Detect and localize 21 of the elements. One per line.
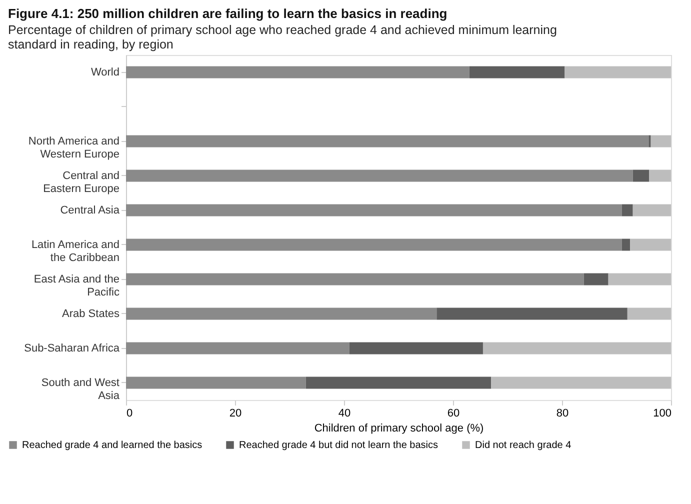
- x-tick-label: 80: [556, 408, 569, 420]
- y-tick-label: North America and Western Europe: [28, 135, 120, 160]
- x-axis-title: Children of primary school age (%): [314, 422, 484, 434]
- x-tick-label: 0: [126, 408, 133, 420]
- legend-label: Reached grade 4 but did not learn the basics: [239, 440, 438, 451]
- y-tick-label: Central Asia: [60, 204, 120, 216]
- y-tick-label: Latin America and the Caribbean: [31, 238, 120, 264]
- y-tick-label: Sub-Saharan Africa: [24, 342, 120, 354]
- x-tick-label: 20: [229, 408, 242, 420]
- x-tick-label: 100: [653, 408, 672, 420]
- y-tick-label: East Asia and the Pacific: [34, 273, 120, 298]
- y-tick-label: Central and Eastern Europe: [43, 170, 120, 195]
- chart-title: Figure 4.1: 250 million children are failing to learn the basics in reading: [8, 6, 448, 21]
- legend-label: Reached grade 4 and learned the basics: [22, 440, 202, 451]
- x-tick-label: 40: [338, 408, 351, 420]
- y-tick-label: World: [90, 66, 120, 78]
- chart-subtitle: Percentage of children of primary school age who reached grade 4 and achieved minimum learning standard in reading, by region: [8, 23, 557, 52]
- x-tick-label: 60: [447, 408, 460, 420]
- legend-label: Did not reach grade 4: [475, 440, 572, 451]
- y-tick-label: Arab States: [62, 308, 120, 320]
- y-tick-label: South and West Asia: [41, 376, 120, 402]
